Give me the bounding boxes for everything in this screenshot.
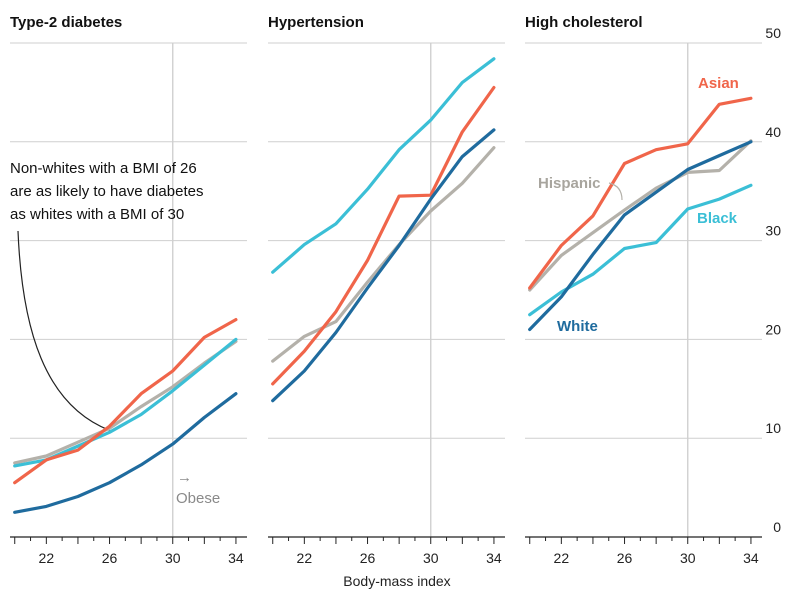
y-tick-label: 30 (765, 223, 781, 239)
series-label-black: Black (697, 210, 738, 227)
series-line-asian-panel-3 (528, 96, 753, 290)
annotation-line-3: as whites with a BMI of 30 (10, 206, 184, 223)
panel-title-cholesterol: High cholesterol (525, 14, 643, 31)
series-label-asian: Asian (698, 75, 739, 92)
obese-label: Obese (176, 490, 220, 507)
x-tick-label: 26 (102, 550, 118, 566)
series-line-black-panel-1 (13, 337, 238, 468)
x-tick-label: 30 (423, 550, 439, 566)
y-tick-label: 50 (765, 25, 781, 41)
series-line-white-panel-3 (528, 140, 753, 332)
gridlines (10, 42, 762, 439)
x-tick-label: 22 (554, 550, 570, 566)
series-line-asian-panel-2 (271, 85, 496, 386)
obese-arrow-icon: → (177, 469, 192, 486)
series-lines (13, 57, 753, 514)
y-tick-label: 0 (773, 519, 781, 535)
x-tick-label: 34 (743, 550, 759, 566)
series-line-asian-panel-1 (13, 318, 238, 485)
axes (10, 536, 762, 544)
y-tick-label: 40 (765, 124, 781, 140)
y-tick-label: 20 (765, 321, 781, 337)
y-tick-label: 10 (765, 420, 781, 436)
x-tick-label: 22 (297, 550, 313, 566)
x-tick-label: 30 (165, 550, 181, 566)
hispanic-pointer (608, 182, 623, 201)
x-tick-labels: 22 26 30 34 22 26 30 34 22 26 30 34 (39, 550, 759, 566)
x-tick-label: 34 (486, 550, 502, 566)
x-tick-label: 26 (617, 550, 633, 566)
x-tick-label: 26 (360, 550, 376, 566)
annotation-line-1: Non-whites with a BMI of 26 (10, 160, 197, 177)
series-line-white-panel-1 (13, 392, 238, 514)
series-line-hispanic-panel-2 (271, 146, 496, 363)
annotation-line-2: are as likely to have diabetes (10, 183, 203, 200)
x-tick-label: 30 (680, 550, 696, 566)
x-axis-label: Body-mass index (343, 573, 450, 589)
x-tick-label: 22 (39, 550, 55, 566)
x-tick-label: 34 (228, 550, 244, 566)
annotation-curve (17, 230, 110, 431)
series-label-hispanic: Hispanic (538, 175, 601, 192)
annotation-pointer-line (17, 230, 110, 431)
y-tick-labels: 0 10 20 30 40 50 (765, 25, 781, 535)
series-line-hispanic-panel-1 (13, 339, 238, 465)
obese-threshold-lines (172, 43, 689, 537)
panel-title-hypertension: Hypertension (268, 14, 364, 31)
series-line-white-panel-2 (271, 128, 496, 403)
series-line-hispanic-panel-3 (528, 139, 753, 292)
series-line-black-panel-2 (271, 57, 496, 274)
panel-title-diabetes: Type-2 diabetes (10, 14, 122, 31)
series-label-white: White (557, 318, 598, 335)
